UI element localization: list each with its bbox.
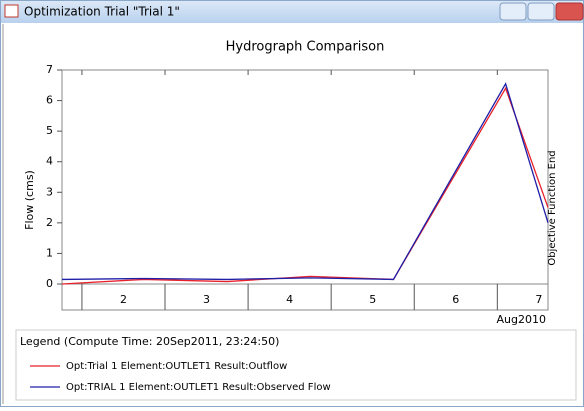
y-tick-label: 7	[46, 63, 53, 76]
chart-title: Hydrograph Comparison	[226, 40, 385, 55]
maximize-button[interactable]	[527, 2, 555, 21]
app-icon	[4, 4, 19, 18]
legend-box	[15, 329, 577, 401]
plot-area	[61, 69, 549, 285]
y-tick-label: 1	[46, 246, 53, 259]
title-bar	[1, 1, 583, 23]
x-tick-label: 6	[452, 293, 459, 306]
x-tick-label: 2	[120, 293, 127, 306]
legend-label: Opt:TRIAL 1 Element:OUTLET1 Result:Obser…	[66, 382, 331, 393]
window-title: Optimization Trial "Trial 1"	[24, 5, 180, 19]
y-tick-label: 0	[46, 277, 53, 290]
annotation: Objective Function End	[547, 150, 558, 265]
x-tick-label: 4	[286, 293, 293, 306]
y-tick-label: 6	[46, 94, 53, 107]
x-tick-label: 3	[203, 293, 210, 306]
close-button[interactable]	[555, 2, 584, 21]
minimize-button[interactable]	[499, 2, 527, 21]
legend-label: Opt:Trial 1 Element:OUTLET1 Result:Outfl…	[66, 361, 287, 372]
y-axis-label: Flow (cms)	[23, 170, 36, 230]
y-tick-label: 2	[46, 216, 53, 229]
series-line	[61, 82, 549, 281]
x-tick-label: 5	[369, 293, 376, 306]
x-tick-label: 7	[535, 293, 542, 306]
legend-title: Legend (Compute Time: 20Sep2011, 23:24:5…	[20, 335, 279, 348]
y-tick-label: 3	[46, 185, 53, 198]
series-line	[61, 86, 549, 285]
y-tick-label: 4	[46, 155, 53, 168]
x-axis-box	[61, 283, 549, 311]
x-axis-sublabel: Aug2010	[497, 313, 546, 326]
y-tick-label: 5	[46, 124, 53, 137]
